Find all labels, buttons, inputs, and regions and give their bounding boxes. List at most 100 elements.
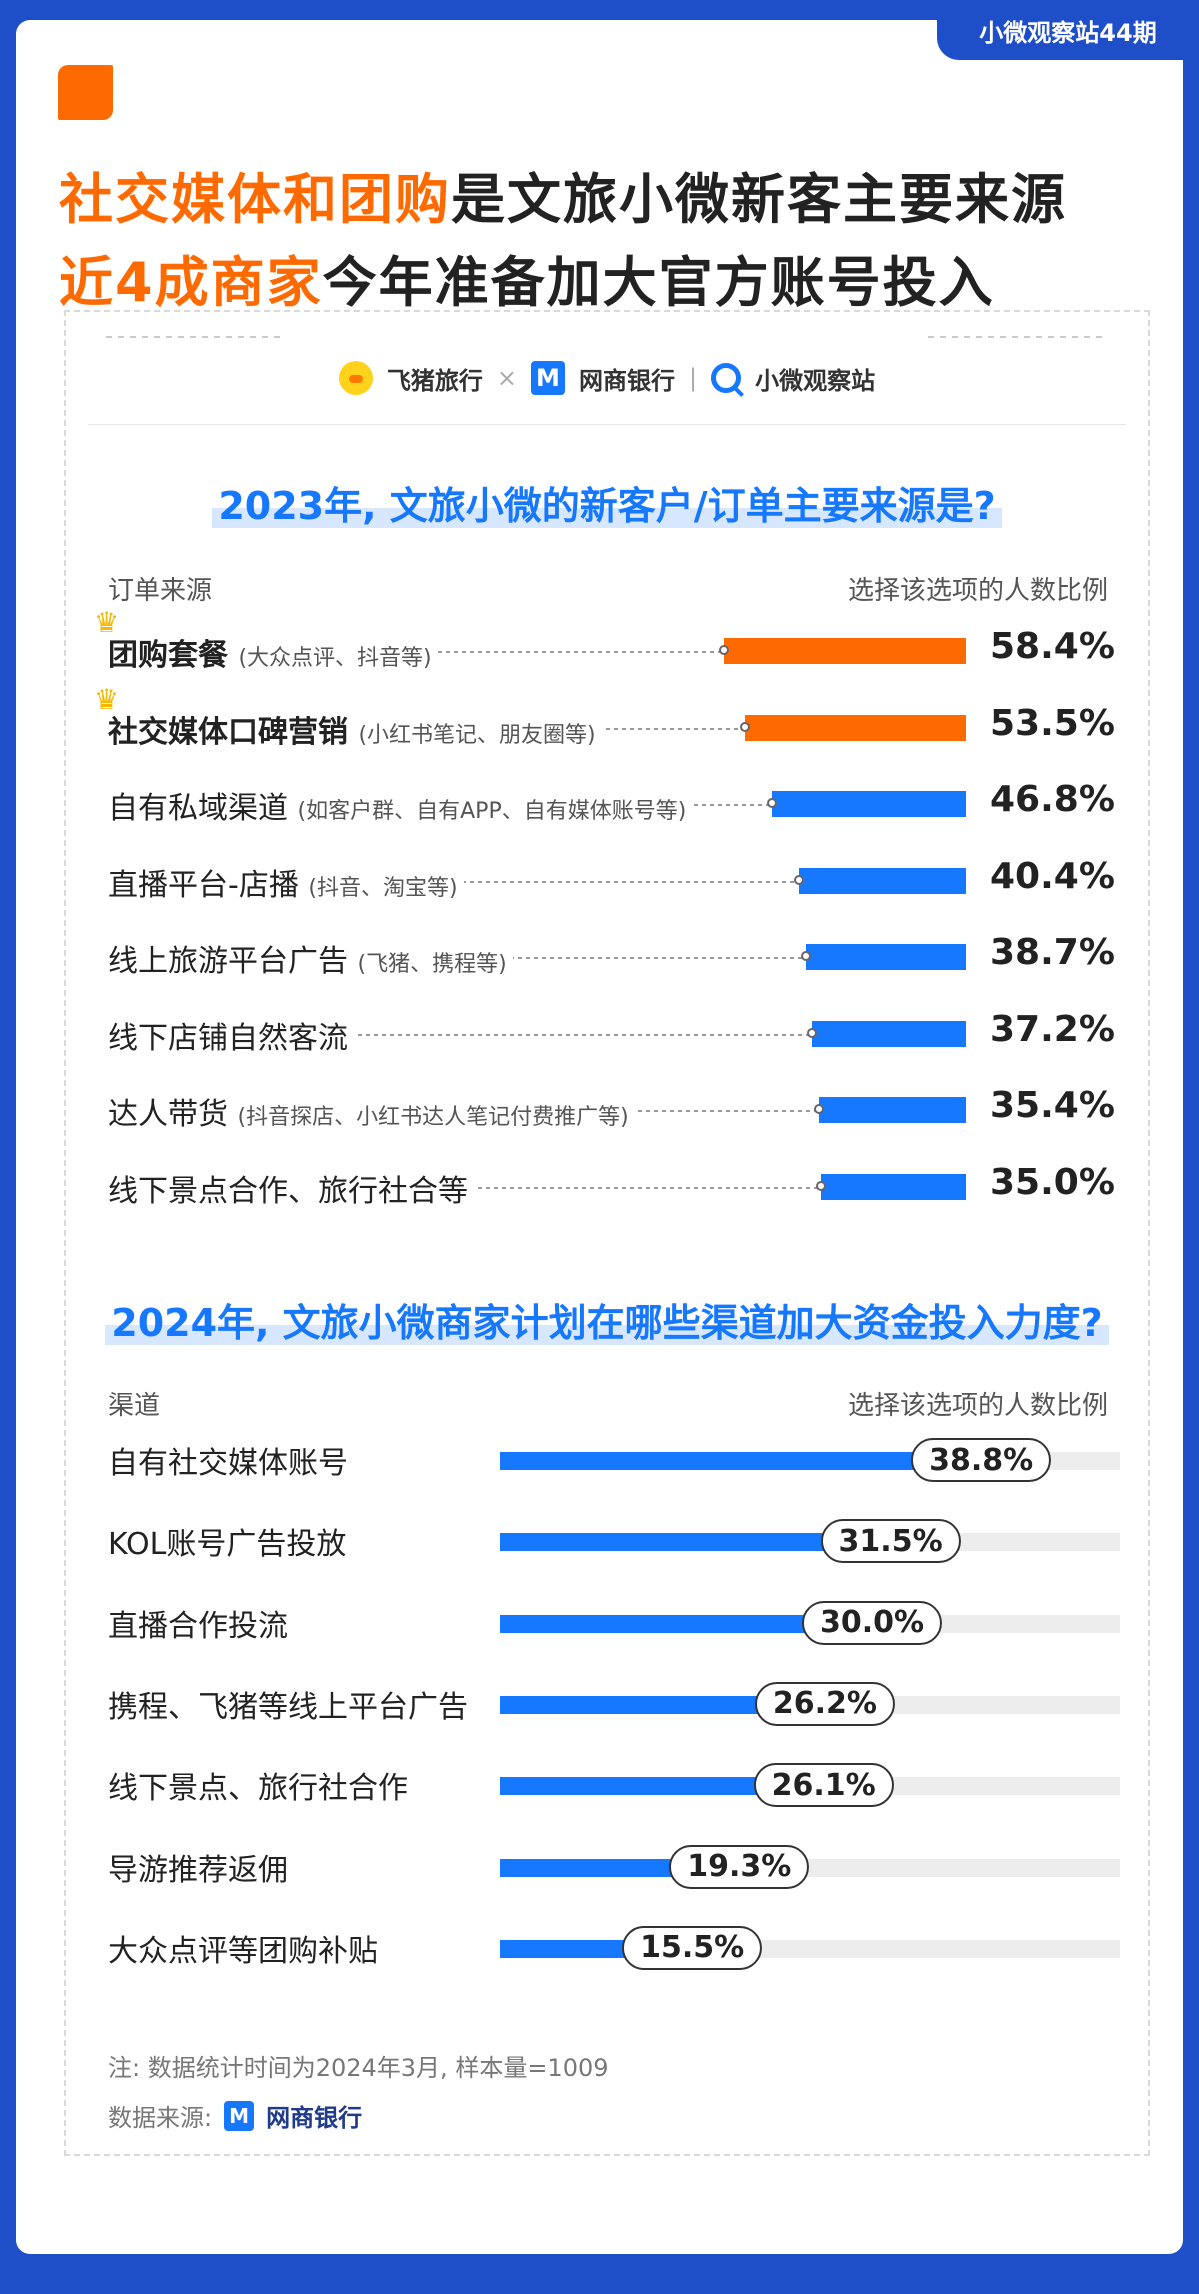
chart2-row-header: 渠道	[108, 1391, 161, 1421]
infographic-page: 小微观察站44期 社交媒体和团购是文旅小微新客主要来源 近4成商家今年准备加大官…	[16, 0, 1199, 2254]
source-row: 数据来源: M 网商银行	[108, 2098, 362, 2133]
fliggy-logo-icon	[338, 361, 373, 395]
chart2-bar-track: 30.0%	[500, 1600, 1120, 1645]
chart1-category-note: (抖音、淘宝等)	[308, 875, 458, 901]
chart2-bar-fill	[500, 1533, 891, 1552]
headline-highlight-1: 社交媒体和团购	[59, 168, 451, 231]
source-label: 数据来源:	[108, 2104, 213, 2132]
chart2-value-pill: 30.0%	[801, 1600, 943, 1645]
chart2-title: 2024年, 文旅小微商家计划在哪些渠道加大资金投入力度?	[66, 1292, 1148, 1347]
chart2-category-label: 自有社交媒体账号	[108, 1446, 348, 1481]
chart2-category-label: 大众点评等团购补贴	[108, 1933, 378, 1969]
chart2-row: 直播合作投流 30.0%	[66, 1597, 1152, 1647]
chart2-value-pill: 38.8%	[911, 1438, 1052, 1482]
chart2-row: 携程、飞猪等线上平台广告 26.2%	[66, 1678, 1152, 1728]
observer-logo-icon	[711, 363, 742, 393]
chart1-category-label: 达人带货 (抖音探店、小红书达人笔记付费推广等)	[108, 1089, 635, 1133]
chart2-value-pill: 31.5%	[820, 1519, 961, 1564]
chart2-category-label: 导游推荐返佣	[108, 1852, 288, 1888]
chart1-leader-line	[126, 1033, 812, 1036]
chart1-bar	[811, 1020, 966, 1047]
chart1-category-label: 线下店铺自然客流	[108, 1012, 354, 1057]
chart2-value-pill: 19.3%	[669, 1844, 810, 1889]
chart1-bar	[821, 1173, 966, 1200]
chart1-category-label: 线上旅游平台广告 (飞猪、携程等)	[108, 936, 513, 980]
footnote: 注: 数据统计时间为2024年3月, 样本量=1009	[108, 2054, 609, 2082]
header-divider	[88, 424, 1126, 425]
source-mybank-icon: M	[224, 2100, 255, 2131]
chart2-bar-track: 38.8%	[500, 1438, 1120, 1482]
mybank-name: 网商银行	[579, 366, 675, 395]
chart1-category-label: 直播平台-店播 (抖音、淘宝等)	[108, 859, 464, 904]
chart2-bar-track: 26.2%	[500, 1681, 1120, 1726]
chart1-leader-dot	[816, 1180, 827, 1191]
chart2-value-pill: 26.1%	[753, 1763, 894, 1808]
chart2-row: 大众点评等团购补贴 15.5%	[66, 1922, 1152, 1972]
chart1-category-note: (小红书笔记、朋友圈等)	[358, 722, 596, 748]
chart1-value-label: 35.4%	[990, 1085, 1115, 1126]
chart2-bar-track: 19.3%	[500, 1844, 1120, 1889]
chart1-leader-dot	[793, 874, 804, 885]
chart1-row: ♛ 团购套餐 (大众点评、抖音等) 58.4%	[66, 606, 1152, 674]
logo-separator: |	[689, 364, 698, 392]
chart1-row: 线上旅游平台广告 (飞猪、携程等) 38.7%	[66, 930, 1152, 980]
headline-rest-1: 是文旅小微新客主要来源	[451, 168, 1067, 231]
chart1-row: 线下店铺自然客流 37.2%	[66, 1007, 1152, 1057]
times-sign: ×	[496, 364, 517, 392]
chart1-value-label: 53.5%	[990, 702, 1115, 744]
chart1-bar	[724, 638, 966, 664]
chart1-value-label: 37.2%	[990, 1008, 1115, 1050]
chart1-value-label: 58.4%	[990, 626, 1115, 667]
crown-icon: ♛	[94, 606, 120, 639]
chart1-category-label: 线下景点合作、旅行社合等	[108, 1165, 474, 1210]
chart2-value-header: 选择该选项的人数比例	[847, 1391, 1108, 1421]
chart2-category-label: 线下景点、旅行社合作	[108, 1771, 408, 1807]
chart1-leader-dot	[719, 645, 730, 655]
chart1-row: 直播平台-店播 (抖音、淘宝等) 40.4%	[66, 854, 1152, 904]
chart1-bar	[805, 944, 966, 970]
chart2-bar-fill	[500, 1695, 825, 1714]
partner-logos: 飞猪旅行 × M 网商银行 | 小微观察站	[66, 354, 1148, 402]
chart1-bar	[819, 1097, 966, 1123]
chart1-bar	[744, 714, 966, 741]
decor-dots-right	[928, 336, 1108, 338]
chart1-row-header: 订单来源	[108, 576, 213, 606]
chart2-value-pill: 15.5%	[622, 1925, 763, 1970]
mybank-logo-icon: M	[531, 361, 565, 395]
chart1-bar	[798, 867, 966, 894]
crown-icon: ♛	[94, 682, 120, 716]
chart-card: 飞猪旅行 × M 网商银行 | 小微观察站 2023年, 文旅小微的新客户/订单…	[64, 310, 1150, 2156]
chart1-category-label: 社交媒体口碑营销 (小红书笔记、朋友圈等)	[108, 706, 602, 751]
chart2-bar-track: 15.5%	[500, 1925, 1120, 1970]
corner-accent-mark	[58, 65, 113, 120]
chart1-leader-dot	[739, 721, 750, 732]
chart1-category-note: (大众点评、抖音等)	[238, 646, 432, 671]
chart2-row: 导游推荐返佣 19.3%	[66, 1841, 1152, 1891]
chart1-category-note: (抖音探店、小红书达人笔记付费推广等)	[237, 1105, 629, 1130]
chart2-bar-track: 26.1%	[500, 1763, 1120, 1808]
chart2-bar-fill	[500, 1614, 872, 1633]
chart2-row: KOL账号广告投放 31.5%	[66, 1515, 1152, 1565]
fliggy-name: 飞猪旅行	[386, 366, 483, 395]
chart2-category-label: 直播合作投流	[108, 1608, 288, 1644]
chart1-leader-dot	[814, 1104, 825, 1114]
chart2-bar-fill	[500, 1452, 982, 1470]
observer-name: 小微观察站	[755, 366, 876, 395]
chart2-bar-track: 31.5%	[500, 1519, 1120, 1564]
headline-line-2: 近4成商家今年准备加大官方账号投入	[59, 238, 995, 317]
chart1-value-header: 选择该选项的人数比例	[847, 576, 1108, 606]
chart2-category-label: 携程、飞猪等线上平台广告	[108, 1689, 468, 1725]
chart1-title: 2023年, 文旅小微的新客户/订单主要来源是?	[66, 475, 1148, 530]
headline-highlight-2: 近4成商家	[59, 251, 323, 314]
chart1-value-label: 35.0%	[990, 1161, 1115, 1203]
chart1-category-note: (如客户群、自有APP、自有媒体账号等)	[297, 799, 687, 824]
chart1-value-label: 40.4%	[990, 855, 1115, 897]
headline-line-1: 社交媒体和团购是文旅小微新客主要来源	[59, 155, 1067, 234]
chart1-leader-dot	[767, 798, 778, 808]
source-name: 网商银行	[266, 2104, 363, 2132]
chart1-bar	[772, 791, 966, 817]
chart2-value-pill: 26.2%	[754, 1681, 895, 1726]
chart1-value-label: 38.7%	[990, 932, 1115, 973]
chart1-category-label: 自有私域渠道 (如客户群、自有APP、自有媒体账号等)	[108, 783, 693, 827]
chart1-row: 线下景点合作、旅行社合等 35.0%	[66, 1160, 1152, 1210]
